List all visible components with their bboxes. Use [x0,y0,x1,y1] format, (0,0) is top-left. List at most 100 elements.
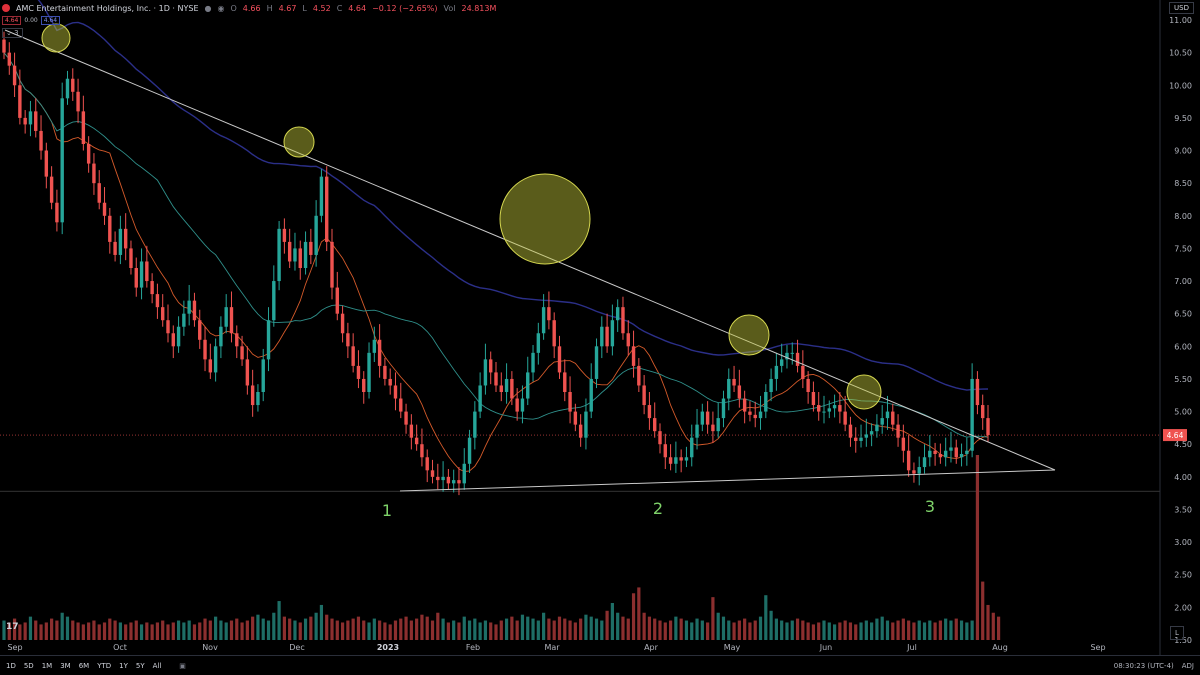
candle [224,294,228,334]
candle-body [679,457,683,461]
candle [240,335,244,366]
adj-toggle[interactable]: ADJ [1181,661,1194,670]
symbol-logo-icon [2,4,10,12]
candle [203,326,207,372]
clock-time[interactable]: 08:30:23 (UTC-4) [1113,661,1174,670]
volume-bar [87,622,91,640]
volume-bar [721,616,726,640]
volume-bar [420,614,424,640]
candle-body [44,150,49,177]
ask-price[interactable]: 4.64 [40,16,61,25]
candle [959,443,964,467]
time-tick-label: May [724,643,741,652]
candle-body [404,411,408,425]
volume-bar [573,622,577,640]
candle-body [108,215,112,242]
candle-body [499,385,503,392]
candle [213,338,218,382]
candle-body [832,405,837,409]
candle-body [700,411,705,425]
candle-body [277,228,281,282]
candle-body [949,447,953,451]
timeframe-1m[interactable]: 1M [41,661,53,670]
candle-body [187,300,191,314]
timeframe-3m[interactable]: 3M [60,661,71,670]
volume-bar [811,624,816,640]
volume-bar [108,618,112,640]
volume-bar [446,622,450,640]
compare-icon[interactable]: ● [204,3,212,13]
candle-body [287,241,292,262]
candle-body [811,392,816,406]
chart-grid [0,434,1160,492]
volume-bar [986,604,990,640]
candle [256,384,260,412]
eye-icon[interactable]: ◉ [217,3,225,13]
timeframe-1y[interactable]: 1Y [119,661,128,670]
timeframe-all[interactable]: All [152,661,162,670]
candle [605,313,609,353]
candle-body [367,352,371,392]
candle [266,307,271,372]
candle [28,100,33,137]
volume-bar [647,616,652,640]
timeframe-1d[interactable]: 1D [6,661,16,670]
candle-body [896,424,900,438]
candle [536,322,541,365]
price-tick-label: 7.00 [1174,277,1192,286]
candle [943,437,948,467]
candle [769,368,773,402]
volume-bar [266,620,271,640]
volume-bar [928,620,932,640]
candle-body [589,378,593,412]
timeframe-ytd[interactable]: YTD [97,661,112,670]
ohlc-low: 4.52 [312,3,331,13]
candle [39,115,43,160]
volume-bar [404,616,408,640]
bid-price[interactable]: 4.64 [2,16,22,25]
volume-bar [690,622,694,640]
volume-bar [510,616,514,640]
candle-body [18,85,22,118]
candle-body [954,447,958,458]
candle-body [282,228,287,242]
candle-body [118,228,123,255]
volume-bar [415,618,419,640]
volume-bar [55,620,59,640]
log-scale-button[interactable]: L [1170,626,1184,640]
price-tick-label: 2.50 [1174,571,1192,580]
currency-label[interactable]: USD [1169,2,1194,14]
volume-bar [996,616,1001,640]
volume-bar [330,618,334,640]
volume-bar [50,618,54,640]
candle-body [769,378,773,392]
candle [362,371,366,404]
candle-body [86,144,91,164]
bottom-toolbar: 1D 5D 1M 3M 6M YTD 1Y 5Y All ▣ 08:30:23 … [0,655,1200,675]
volume-bar [97,624,101,640]
candle-body [414,437,419,445]
timeframe-5d[interactable]: 5D [23,661,34,670]
indicators-toggle[interactable]: ⌄ 3 [2,28,23,38]
candle-body [7,52,11,66]
candle-body [901,437,906,451]
candle [832,394,837,418]
goto-date-icon[interactable]: ▣ [179,661,186,670]
volume-bar [441,618,445,640]
candle-body [573,411,578,425]
volume-bar [457,622,461,640]
volume-bar [113,620,117,640]
volume-bar [499,620,503,640]
candle [531,345,535,382]
sma-navy-line [37,0,989,391]
candle-body [340,313,345,334]
timeframe-6m[interactable]: 6M [78,661,90,670]
symbol-title[interactable]: AMC Entertainment Holdings, Inc. · 1D · … [16,3,199,13]
candle [287,228,292,268]
timeframe-5y[interactable]: 5Y [135,661,145,670]
candle [467,429,472,473]
volume-bar [118,622,122,640]
candle-body [303,241,308,268]
candle-body [134,268,138,288]
